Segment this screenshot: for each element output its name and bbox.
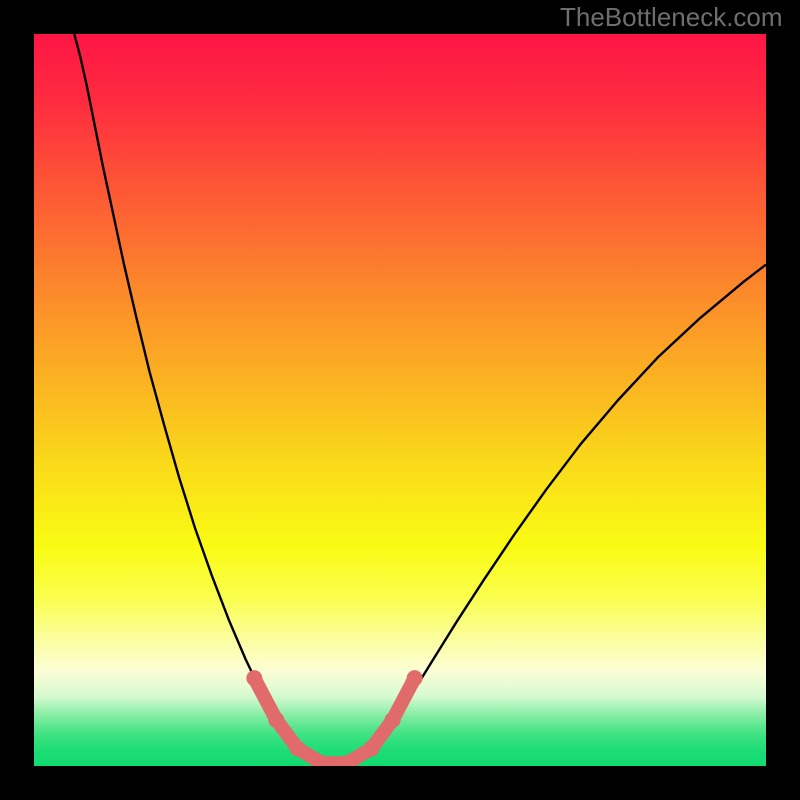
bead-dot xyxy=(363,740,379,756)
bead-dot xyxy=(407,670,423,686)
watermark-text: TheBottleneck.com xyxy=(560,2,783,33)
plot-background xyxy=(34,34,766,766)
bead-dot xyxy=(268,712,284,728)
bead-dot xyxy=(385,712,401,728)
plot-area xyxy=(34,34,766,766)
bead-dot xyxy=(290,740,306,756)
plot-svg xyxy=(34,34,766,766)
bead-dot xyxy=(246,670,262,686)
